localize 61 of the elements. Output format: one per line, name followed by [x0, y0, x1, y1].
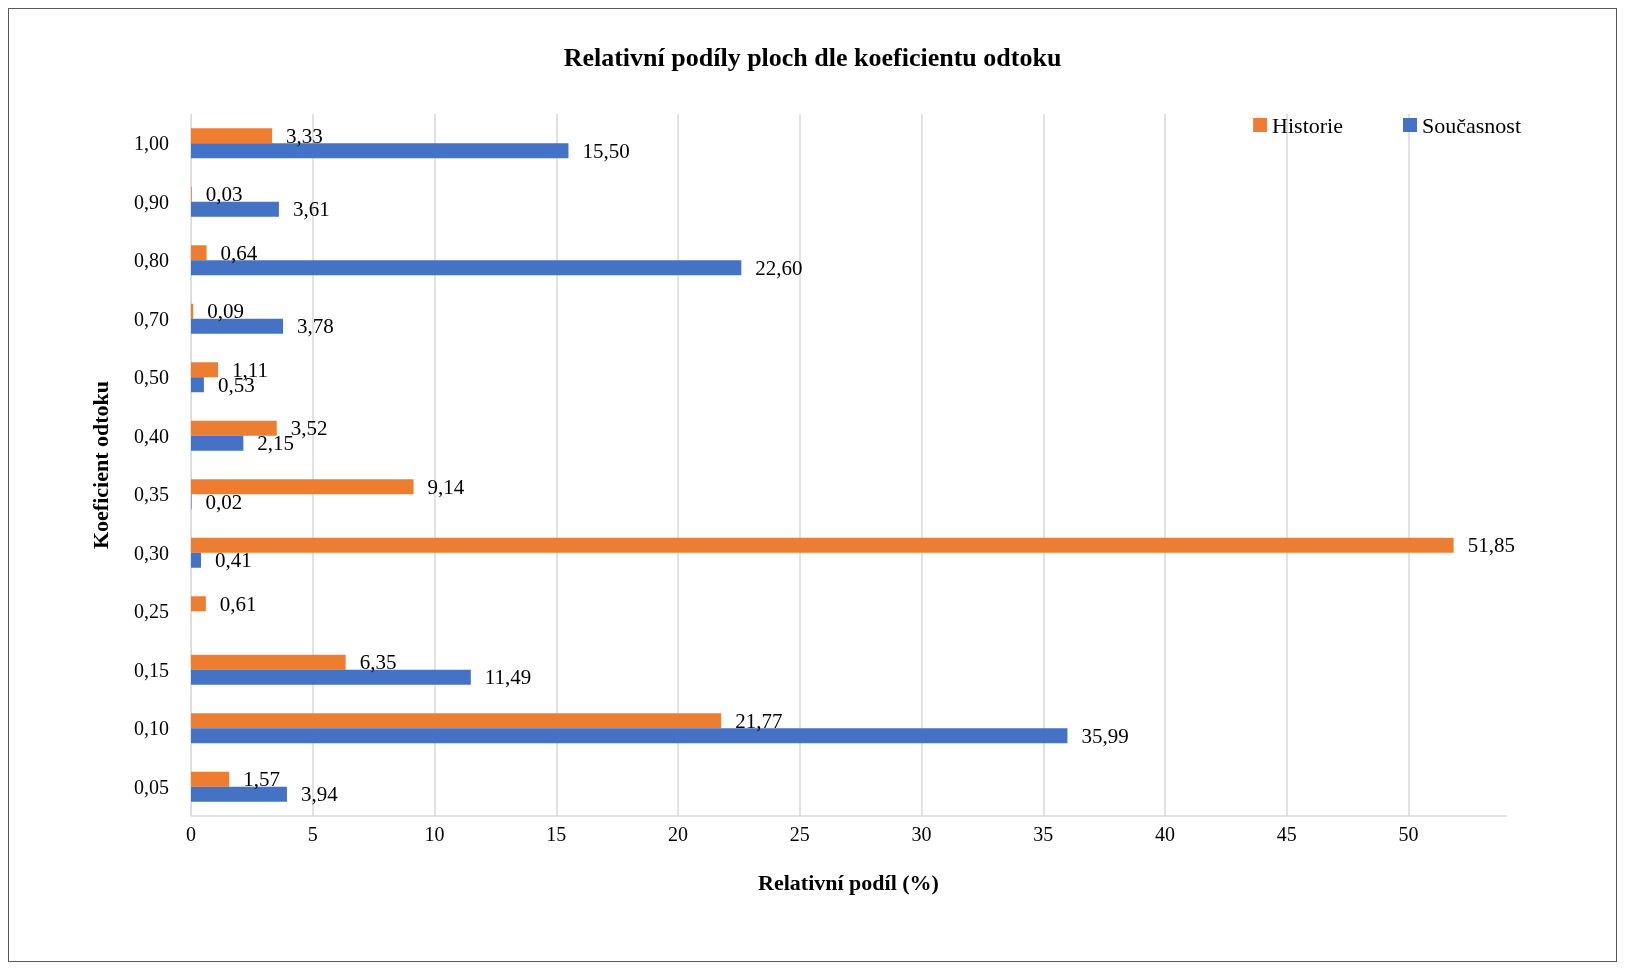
legend-label: Historie: [1272, 112, 1344, 138]
y-tick-label: 0,35: [134, 483, 169, 506]
y-tick-label: 0,50: [134, 366, 169, 389]
x-tick-label: 10: [424, 823, 445, 845]
bar: [191, 479, 414, 495]
bar: [191, 362, 219, 378]
data-label: 0,02: [205, 489, 243, 514]
data-label: 0,03: [205, 182, 243, 207]
data-label: 0,41: [214, 548, 252, 573]
x-tick-label: 5: [307, 823, 318, 845]
data-label: 0,61: [219, 591, 257, 616]
data-label: 51,85: [1467, 533, 1515, 558]
x-tick-label: 45: [1276, 823, 1297, 845]
data-label: 3,94: [300, 782, 339, 807]
x-tick-label: 20: [668, 823, 689, 845]
bar: [191, 552, 201, 568]
data-label: 15,50: [582, 138, 630, 163]
x-axis-title: Relativní podíl (%): [758, 869, 939, 895]
legend-label: Současnost: [1422, 112, 1521, 138]
bar: [191, 596, 206, 612]
data-label: 0,64: [220, 240, 258, 265]
x-tick-label: 35: [1033, 823, 1054, 845]
bar: [191, 654, 346, 670]
y-tick-label: 0,15: [134, 658, 169, 681]
data-label: 3,61: [292, 197, 330, 222]
bar: [191, 128, 273, 144]
data-label: 6,35: [359, 650, 397, 675]
y-tick-label: 0,30: [134, 541, 169, 564]
x-tick-label: 15: [546, 823, 567, 845]
y-tick-label: 0,40: [134, 424, 169, 447]
x-tick-label: 50: [1398, 823, 1419, 845]
x-tick-label: 40: [1155, 823, 1176, 845]
data-label: 35,99: [1081, 723, 1129, 748]
y-tick-label: 0,80: [134, 249, 169, 272]
bar: [191, 377, 204, 393]
data-label: 0,09: [207, 299, 244, 324]
bar: [191, 435, 244, 451]
bar: [191, 771, 230, 787]
data-label: 9,14: [427, 474, 465, 499]
data-label: 3,33: [286, 123, 323, 148]
data-label: 3,78: [297, 314, 334, 339]
data-label: 22,60: [755, 255, 803, 280]
bar: [191, 420, 277, 436]
y-tick-label: 0,70: [134, 307, 169, 330]
data-label: 11,49: [484, 665, 532, 690]
bar: [191, 303, 194, 319]
bar: [191, 537, 1454, 553]
x-tick-label: 0: [186, 823, 196, 845]
y-tick-label: 0,05: [134, 775, 169, 798]
y-tick-label: 1,00: [134, 132, 169, 155]
bar: [191, 713, 722, 729]
y-axis-title: Koeficient odtoku: [87, 380, 113, 550]
y-tick-label: 0,25: [134, 600, 169, 623]
y-tick-label: 0,10: [134, 717, 169, 740]
bar: [191, 245, 207, 261]
x-tick-label: 30: [911, 823, 932, 845]
data-label: 21,77: [735, 708, 783, 733]
chart-title: Relativní podíly ploch dle koeficientu odtoku: [563, 42, 1062, 72]
y-tick-label: 0,90: [134, 190, 169, 213]
x-tick-label: 25: [789, 823, 810, 845]
data-label: 1,57: [243, 767, 280, 792]
